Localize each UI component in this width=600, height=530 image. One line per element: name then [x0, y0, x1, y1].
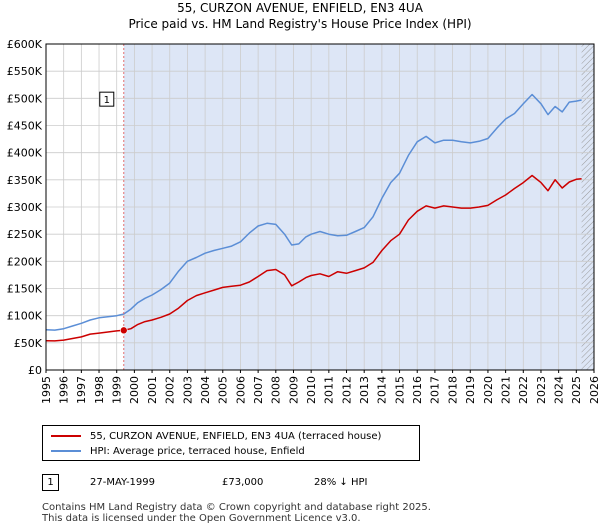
x-tick-label: 2004 — [199, 376, 212, 404]
legend-item-hpi: HPI: Average price, terraced house, Enfi… — [51, 444, 305, 458]
legend: 55, CURZON AVENUE, ENFIELD, EN3 4UA (ter… — [42, 425, 420, 461]
legend-swatch-property — [51, 435, 81, 437]
legend-label-hpi: HPI: Average price, terraced house, Enfi… — [90, 445, 305, 457]
y-tick-label: £200K — [7, 255, 43, 268]
sale-date: 27-MAY-1999 — [90, 477, 156, 488]
y-tick-label: £500K — [7, 92, 43, 105]
annotation-label: 1 — [104, 95, 110, 106]
x-tick-label: 2015 — [393, 376, 406, 404]
x-tick-label: 2023 — [535, 376, 548, 404]
x-tick-label: 2018 — [446, 376, 459, 404]
footer-licence: This data is licensed under the Open Gov… — [42, 513, 361, 524]
y-tick-label: £250K — [7, 228, 43, 241]
footer-copyright: Contains HM Land Registry data © Crown c… — [42, 502, 431, 513]
legend-item-property: 55, CURZON AVENUE, ENFIELD, EN3 4UA (ter… — [51, 429, 381, 443]
hpi-series-line — [45, 93, 582, 331]
sale-price: £73,000 — [222, 477, 264, 488]
x-tick-label: 2020 — [482, 376, 495, 404]
x-tick-label: 2009 — [287, 376, 300, 404]
x-tick-label: 1999 — [111, 376, 124, 404]
x-tick-label: 1995 — [40, 376, 53, 404]
x-tick-label: 2017 — [429, 376, 442, 404]
chart-subtitle: Price paid vs. HM Land Registry's House … — [128, 17, 472, 31]
x-tick-label: 1997 — [75, 376, 88, 404]
x-tick-label: 2026 — [588, 376, 600, 404]
x-tick-label: 2000 — [128, 376, 141, 404]
legend-label-property: 55, CURZON AVENUE, ENFIELD, EN3 4UA (ter… — [90, 430, 382, 442]
y-tick-label: £100K — [7, 310, 43, 323]
price-chart: 1 £0 £50K £100K £150K £200K £250K £300K £350K £4… — [7, 38, 600, 404]
y-tick-label: £0 — [28, 364, 42, 377]
y-tick-label: £600K — [7, 38, 43, 51]
x-tick-label: 2016 — [411, 376, 424, 404]
x-tick-label: 2003 — [181, 376, 194, 404]
plot-frame — [45, 43, 595, 371]
x-tick-label: 2010 — [305, 376, 318, 404]
x-tick-label: 2011 — [323, 376, 336, 404]
x-tick-label: 2024 — [552, 376, 565, 404]
chart-title: 55, CURZON AVENUE, ENFIELD, EN3 4UA — [177, 1, 423, 15]
x-tick-label: 2012 — [340, 376, 353, 404]
sale-point — [119, 326, 128, 335]
y-tick-label: £350K — [7, 174, 43, 187]
x-tick-label: 2008 — [270, 376, 283, 404]
y-tick-label: £550K — [7, 65, 43, 78]
x-tick-label: 2013 — [358, 376, 371, 404]
x-tick-label: 1996 — [58, 376, 71, 404]
property-series-line — [45, 174, 582, 342]
x-tick-label: 2005 — [217, 376, 230, 404]
y-tick-label: £300K — [7, 201, 43, 214]
x-tick-label: 2002 — [164, 376, 177, 404]
x-tick-label: 1998 — [93, 376, 106, 404]
annotation-box — [99, 91, 115, 107]
x-tick-label: 2019 — [464, 376, 477, 404]
y-tick-label: £450K — [7, 120, 43, 133]
sale-hpi-diff: 28% ↓ HPI — [314, 477, 368, 488]
x-tick-label: 2007 — [252, 376, 265, 404]
x-tick-label: 2025 — [570, 376, 583, 404]
x-tick-label: 2022 — [517, 376, 530, 404]
y-tick-label: £400K — [7, 147, 43, 160]
y-tick-label: £150K — [7, 283, 43, 296]
x-tick-label: 2001 — [146, 376, 159, 404]
x-tick-label: 2006 — [234, 376, 247, 404]
legend-swatch-hpi — [51, 450, 81, 452]
x-tick-label: 2021 — [499, 376, 512, 404]
sale-marker: 1 — [42, 474, 59, 491]
y-tick-label: £50K — [14, 337, 43, 350]
x-tick-label: 2014 — [376, 376, 389, 404]
